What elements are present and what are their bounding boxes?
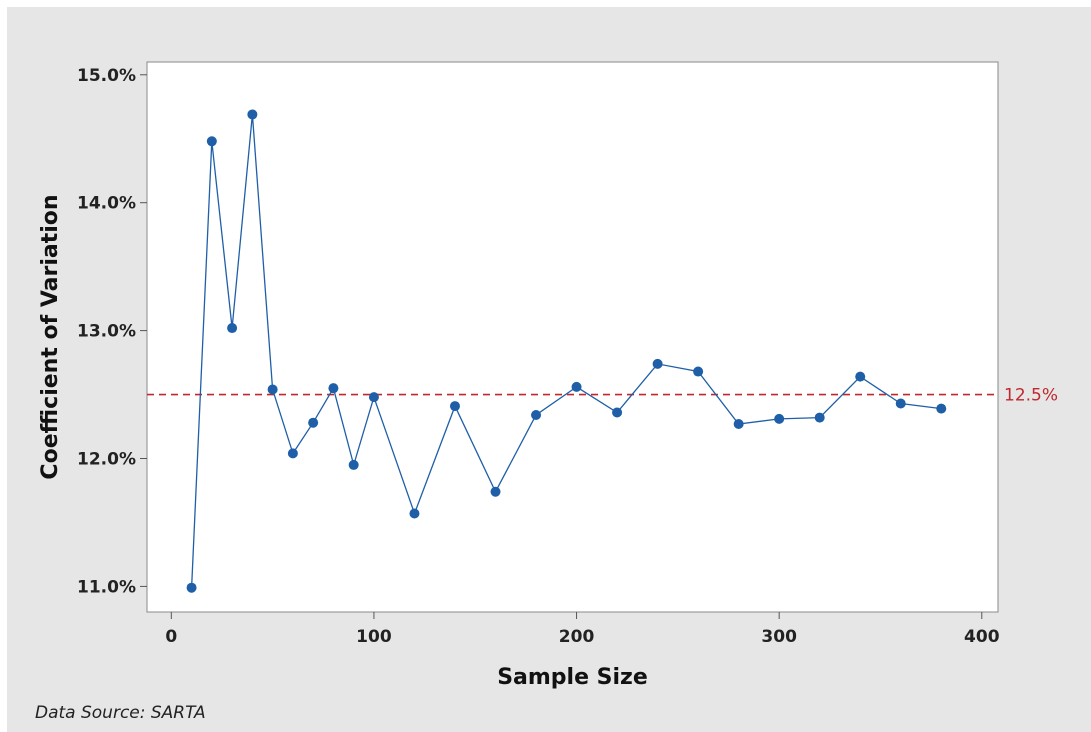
data-point — [449, 401, 460, 412]
reference-line-group: 12.5% — [147, 386, 1058, 406]
data-point — [693, 366, 704, 377]
y-tick-label: 11.0% — [77, 577, 136, 597]
axis-ticks: 0 100 200 300 400 11.0% 12.0% 13.0% 14.0% 15.0% — [77, 66, 1000, 647]
data-point — [774, 413, 785, 424]
y-tick-label: 12.0% — [77, 450, 136, 470]
data-point — [936, 403, 947, 414]
data-point — [206, 136, 217, 147]
y-axis-title: Coefficient of Variation — [38, 194, 63, 479]
data-point — [652, 358, 663, 369]
y-tick-label: 14.0% — [77, 194, 136, 214]
series-line — [190, 114, 942, 588]
x-tick-label: 0 — [165, 627, 177, 647]
data-point — [348, 459, 359, 470]
y-tick-label: 15.0% — [77, 66, 136, 86]
y-tick-label: 13.0% — [77, 322, 136, 342]
x-tick-label: 200 — [559, 627, 595, 647]
data-point — [287, 448, 298, 459]
chart-svg: 0 100 200 300 400 11.0% 12.0% 13.0% 14.0% 15.0% 1… — [38, 61, 1058, 690]
x-tick-label: 300 — [761, 627, 797, 647]
plot-area — [146, 61, 999, 613]
x-tick-label: 400 — [964, 627, 1000, 647]
data-point — [227, 323, 238, 334]
reference-line-label: 12.5% — [1004, 386, 1058, 406]
data-point — [895, 398, 906, 409]
x-tick-label: 100 — [356, 627, 392, 647]
data-point — [368, 392, 379, 403]
data-point — [308, 417, 319, 428]
data-point — [531, 410, 542, 421]
data-point — [490, 486, 501, 497]
data-source-note: Data Source: SARTA — [35, 703, 206, 723]
data-point — [247, 109, 258, 120]
data-points — [186, 109, 947, 593]
x-axis-title: Sample Size — [497, 665, 648, 690]
data-point — [186, 582, 197, 593]
data-point — [328, 383, 339, 394]
data-point — [814, 412, 825, 423]
data-point — [409, 508, 420, 519]
data-point — [733, 418, 744, 429]
data-point — [267, 384, 278, 395]
data-point — [612, 407, 623, 418]
data-point — [571, 381, 582, 392]
series-group — [190, 114, 942, 588]
chart-figure: 0 100 200 300 400 11.0% 12.0% 13.0% 14.0% 15.0% 1… — [7, 7, 1091, 732]
data-point — [855, 371, 866, 382]
